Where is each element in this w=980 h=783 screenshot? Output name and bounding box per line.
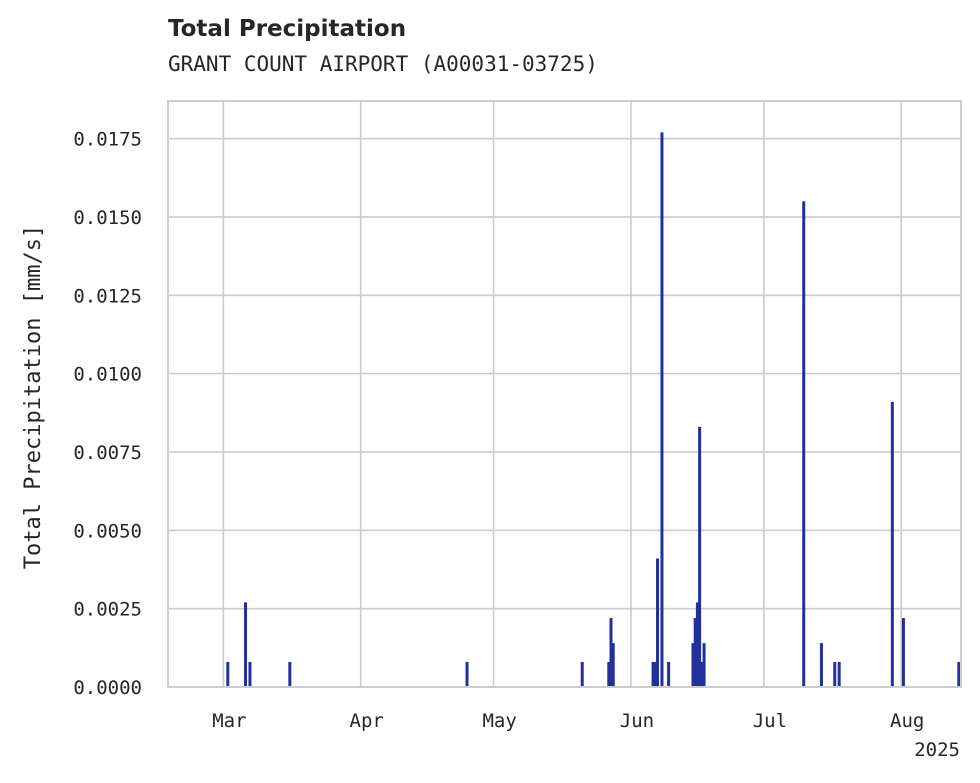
x-tick-label-aug: Aug [890,710,924,732]
y-tick-label: 0.0150 [73,207,142,229]
x-tick-label-may: May [482,710,516,732]
y-tick-label: 0.0100 [73,364,142,386]
precipitation-bar [695,602,699,687]
precipitation-bar [611,643,615,687]
precipitation-bar [660,132,664,687]
y-tick-label: 0.0025 [73,599,142,621]
precipitation-bar [702,643,706,687]
precipitation-bar [833,661,837,687]
grid-lines [168,101,961,688]
bar-series [226,132,961,687]
x-tick-label-apr: Apr [350,710,384,732]
precipitation-bar [890,401,894,687]
chart-title: Total Precipitation [168,16,407,42]
precipitation-bar [226,661,230,687]
x-axis-ticks: Mar Apr May Jun Jul Aug [212,710,924,732]
precipitation-bar [819,643,823,687]
x-tick-label-mar: Mar [212,710,246,732]
x-tick-label-jul: Jul [753,710,787,732]
precipitation-bar [288,661,292,687]
y-axis-label: Total Precipitation [mm/s] [21,225,46,569]
precipitation-bar [957,661,961,687]
precipitation-bar [651,661,655,687]
y-tick-label: 0.0075 [73,442,142,464]
precipitation-bar [802,201,806,687]
precipitation-bar [837,661,841,687]
y-tick-label: 0.0175 [73,129,142,151]
x-tick-label-jun: Jun [620,710,654,732]
precipitation-bar [465,661,469,687]
precipitation-bar [656,558,660,687]
precipitation-bar [700,661,704,687]
precipitation-bar [667,661,671,687]
precipitation-bar [693,618,697,687]
x-axis-year-label: 2025 [914,739,960,761]
precipitation-bar [653,661,657,687]
precipitation-bar [698,426,702,687]
y-tick-label: 0.0050 [73,520,142,542]
y-axis-ticks: 0.0000 0.0025 0.0050 0.0075 0.0100 0.0125 0.01… [73,129,142,699]
chart-subtitle: GRANT COUNT AIRPORT (A00031-03725) [168,52,598,76]
precipitation-bar [901,618,905,687]
precipitation-bar [691,643,695,687]
precipitation-bar [248,661,252,687]
precipitation-bar [609,618,613,687]
y-tick-label: 0.0000 [73,677,142,699]
y-tick-label: 0.0125 [73,285,142,307]
precipitation-bar [607,661,611,687]
precipitation-bar [244,602,248,687]
plot-frame [167,100,962,688]
precipitation-bar [580,661,584,687]
